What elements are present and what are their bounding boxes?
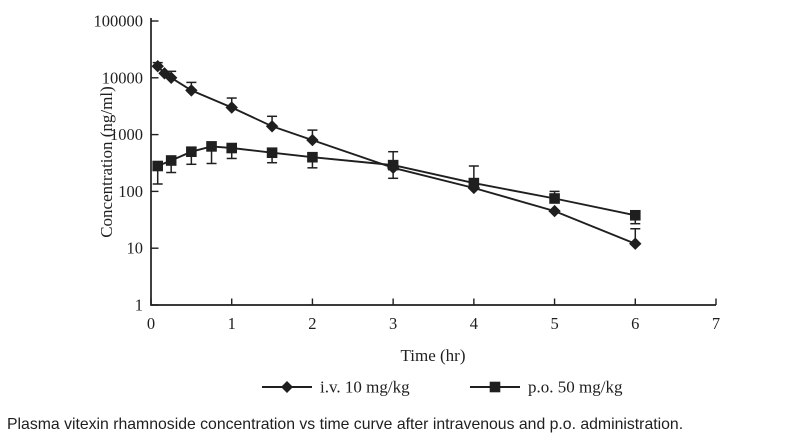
- data-point-diamond: [548, 204, 561, 218]
- data-point-diamond: [225, 101, 238, 114]
- data-point-square: [387, 159, 399, 171]
- legend-label-po: p.o. 50 mg/kg: [528, 378, 623, 397]
- x-tick-label: 4: [470, 314, 478, 333]
- data-point-diamond: [265, 120, 279, 133]
- data-point-square: [226, 142, 238, 154]
- series-line-diamond: [157, 65, 636, 245]
- y-tick-label: 100000: [94, 12, 144, 31]
- data-point-square: [186, 146, 197, 157]
- legend: i.v. 10 mg/kg p.o. 50 mg/kg: [262, 378, 623, 397]
- legend-item-po: p.o. 50 mg/kg: [470, 378, 623, 397]
- data-point-square: [549, 193, 560, 204]
- y-tick-label: 1000: [110, 125, 143, 144]
- x-tick-label: 0: [147, 314, 155, 333]
- data-point-square: [629, 209, 641, 221]
- y-tick-label: 1: [135, 296, 143, 315]
- series-line-square: [157, 145, 636, 217]
- data-point-square: [165, 155, 177, 166]
- data-point-diamond: [185, 84, 198, 97]
- y-tick-label: 10000: [102, 68, 143, 87]
- y-tick-label: 100: [118, 182, 143, 201]
- axis-lines: [150, 18, 716, 306]
- x-tick-label: 5: [550, 314, 558, 333]
- legend-diamond-icon: [281, 381, 293, 393]
- legend-square-icon: [489, 381, 501, 393]
- data-point-diamond: [151, 60, 164, 73]
- y-axis-title: Concentration (ng/ml): [97, 86, 116, 238]
- y-tick-label: 10: [127, 239, 144, 258]
- legend-item-iv: i.v. 10 mg/kg: [262, 378, 410, 397]
- data-point-square: [468, 177, 480, 189]
- x-axis-title: Time (hr): [400, 346, 465, 365]
- x-tick-label: 7: [712, 314, 720, 333]
- x-tick-label: 1: [228, 314, 236, 333]
- data-series: [151, 60, 642, 250]
- figure-caption: Plasma vitexin rhamnoside concentration …: [7, 416, 684, 433]
- data-point-diamond: [164, 71, 178, 84]
- x-tick-label: 2: [308, 314, 316, 333]
- data-point-diamond: [306, 133, 319, 147]
- data-point-square: [152, 160, 163, 172]
- data-point-diamond: [629, 237, 642, 250]
- data-point-square: [206, 141, 217, 152]
- legend-label-iv: i.v. 10 mg/kg: [320, 378, 410, 397]
- data-point-square: [307, 151, 318, 163]
- x-tick-label: 3: [389, 314, 397, 333]
- data-point-square: [266, 147, 278, 159]
- x-tick-label: 6: [631, 314, 639, 333]
